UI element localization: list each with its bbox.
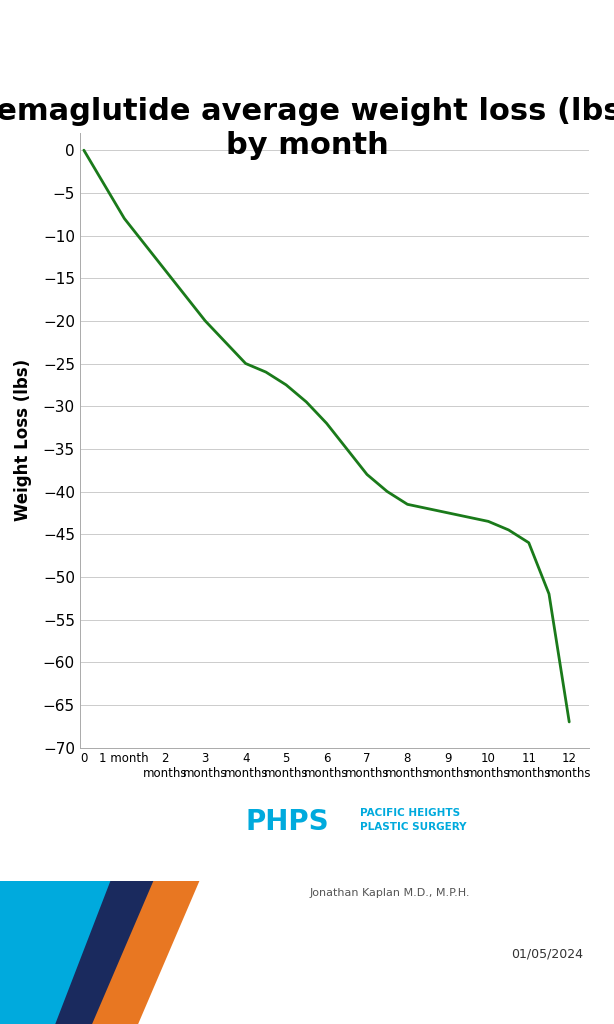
Polygon shape [0, 881, 200, 1024]
Polygon shape [0, 881, 154, 1024]
Y-axis label: Weight Loss (lbs): Weight Loss (lbs) [14, 359, 32, 521]
Text: Jonathan Kaplan M.D., M.P.H.: Jonathan Kaplan M.D., M.P.H. [309, 888, 470, 898]
Text: PHPS: PHPS [246, 809, 329, 837]
Text: semaglutide average weight loss (lbs)
by month: semaglutide average weight loss (lbs) by… [0, 97, 614, 160]
Text: PACIFIC HEIGHTS
PLASTIC SURGERY: PACIFIC HEIGHTS PLASTIC SURGERY [360, 809, 466, 833]
Polygon shape [0, 881, 111, 1024]
Text: 01/05/2024: 01/05/2024 [511, 947, 583, 961]
